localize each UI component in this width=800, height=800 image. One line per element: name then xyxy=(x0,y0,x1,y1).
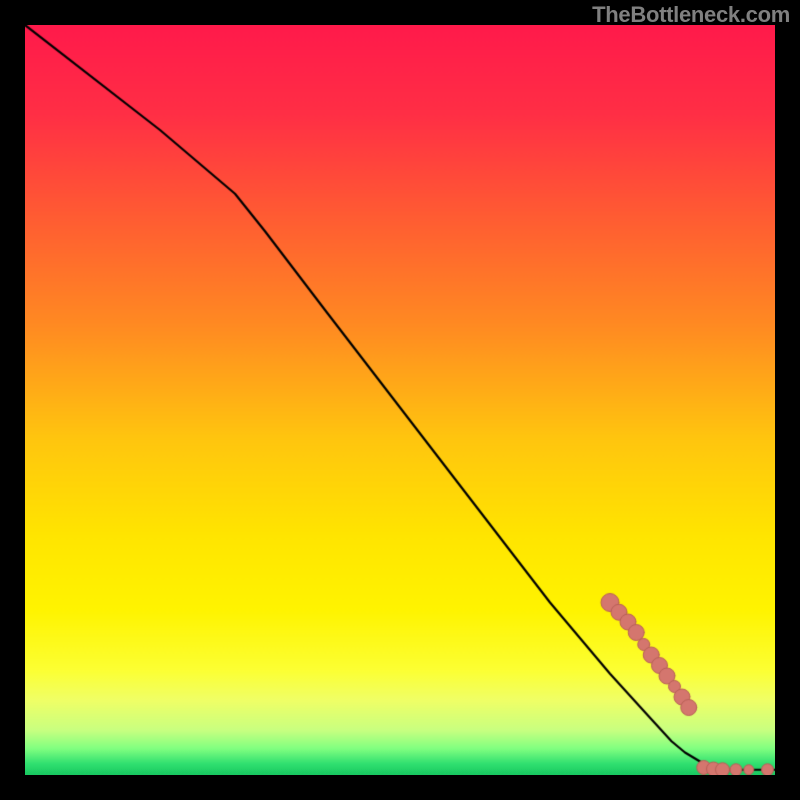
gradient-plot-canvas xyxy=(25,25,775,775)
chart-stage: TheBottleneck.com xyxy=(0,0,800,800)
watermark-text: TheBottleneck.com xyxy=(592,2,790,28)
plot-area xyxy=(25,25,775,775)
